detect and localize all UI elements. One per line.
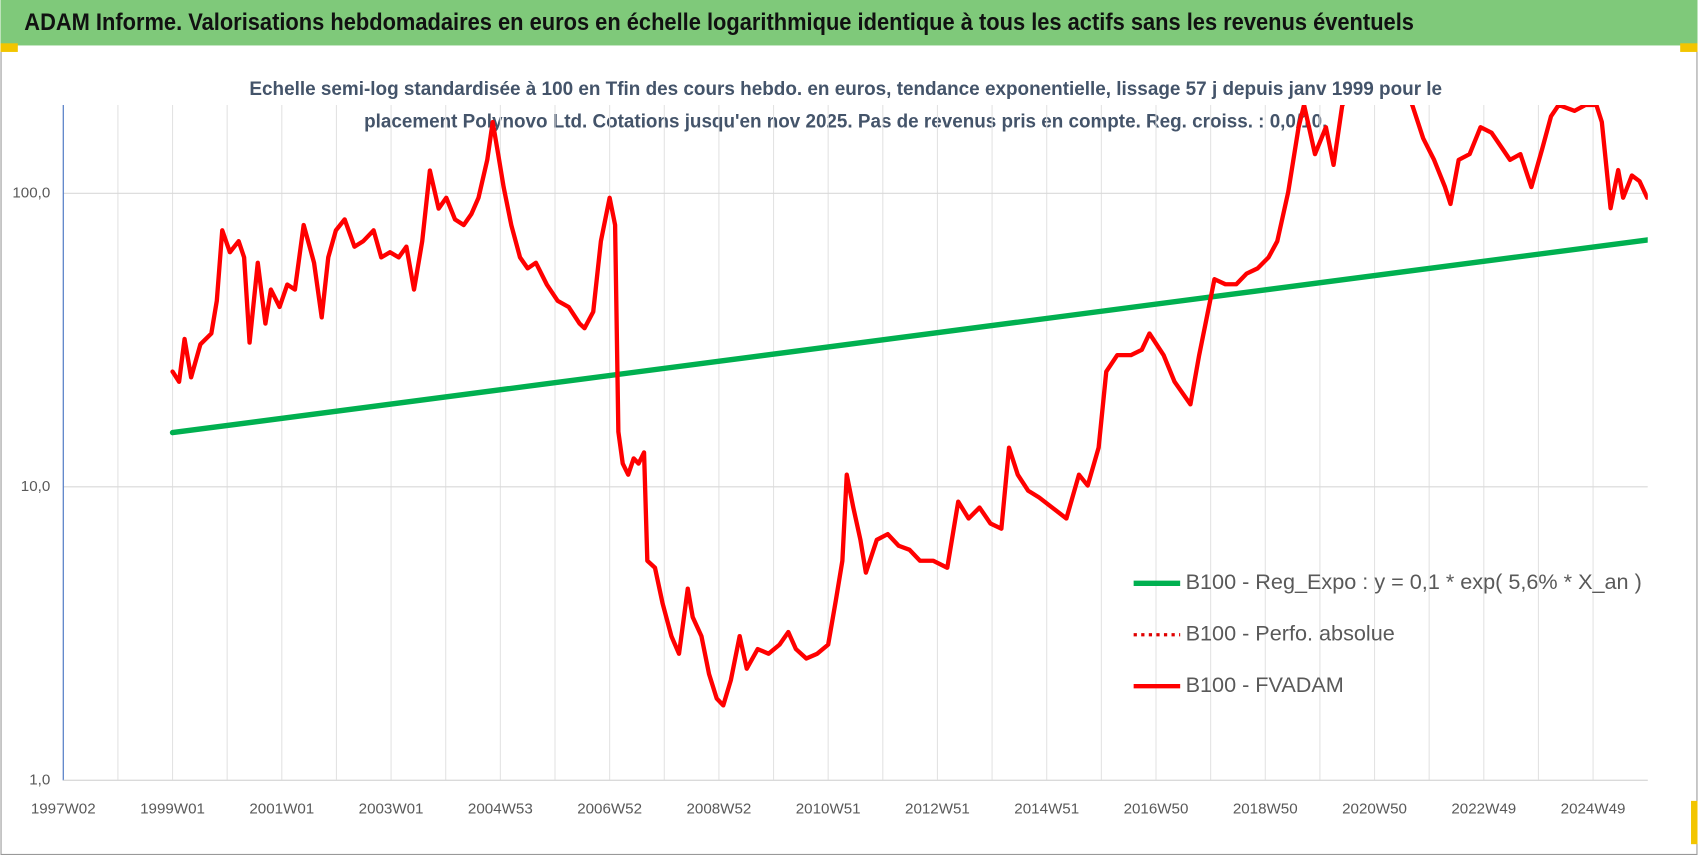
y-tick-label: 100,0 bbox=[12, 184, 50, 201]
x-tick-label: 2006W52 bbox=[577, 801, 642, 818]
x-tick-label: 2004W53 bbox=[468, 801, 533, 818]
x-tick-label: 1997W02 bbox=[31, 801, 96, 818]
corner-mark bbox=[0, 43, 18, 52]
x-tick-label: 2020W50 bbox=[1342, 801, 1407, 818]
legend: B100 - Reg_Expo : y = 0,1 * exp( 5,6% * … bbox=[1133, 569, 1642, 697]
x-tick-label: 1999W01 bbox=[140, 801, 205, 818]
series-line bbox=[169, 237, 1648, 436]
corner-mark bbox=[1680, 43, 1698, 52]
series-line bbox=[170, 104, 1648, 708]
x-tick-label: 2018W50 bbox=[1233, 801, 1298, 818]
x-tick-label: 2022W49 bbox=[1451, 801, 1516, 818]
subtitle: Echelle semi-log standardisée à 100 en T… bbox=[249, 78, 1442, 100]
y-tick-label: 10,0 bbox=[21, 478, 50, 495]
subtitle: placement Polynovo Ltd. Cotations jusqu'… bbox=[364, 110, 1327, 132]
legend-label: B100 - FVADAM bbox=[1186, 672, 1344, 697]
corner-mark bbox=[1691, 800, 1698, 845]
x-tick-label: 2012W51 bbox=[905, 801, 970, 818]
header-bar bbox=[0, 0, 1698, 46]
x-tick-label: 2003W01 bbox=[359, 801, 424, 818]
series-layer bbox=[169, 104, 1648, 708]
x-tick-label: 2008W52 bbox=[686, 801, 751, 818]
legend-label: B100 - Perfo. absolue bbox=[1186, 620, 1395, 645]
y-tick-label: 1,0 bbox=[29, 771, 50, 788]
x-tick-label: 2024W49 bbox=[1561, 801, 1626, 818]
legend-label: B100 - Reg_Expo : y = 0,1 * exp( 5,6% * … bbox=[1186, 569, 1642, 594]
x-tick-label: 2016W50 bbox=[1124, 801, 1189, 818]
x-tick-label: 2001W01 bbox=[249, 801, 314, 818]
x-tick-label: 2010W51 bbox=[796, 801, 861, 818]
chart-title: ADAM Informe. Valorisations hebdomadaire… bbox=[24, 9, 1414, 36]
grid: 1997W02 1999W01 2001W01 2003W01 2004W53 2006W… bbox=[12, 104, 1648, 818]
x-tick-label: 2014W51 bbox=[1014, 801, 1079, 818]
